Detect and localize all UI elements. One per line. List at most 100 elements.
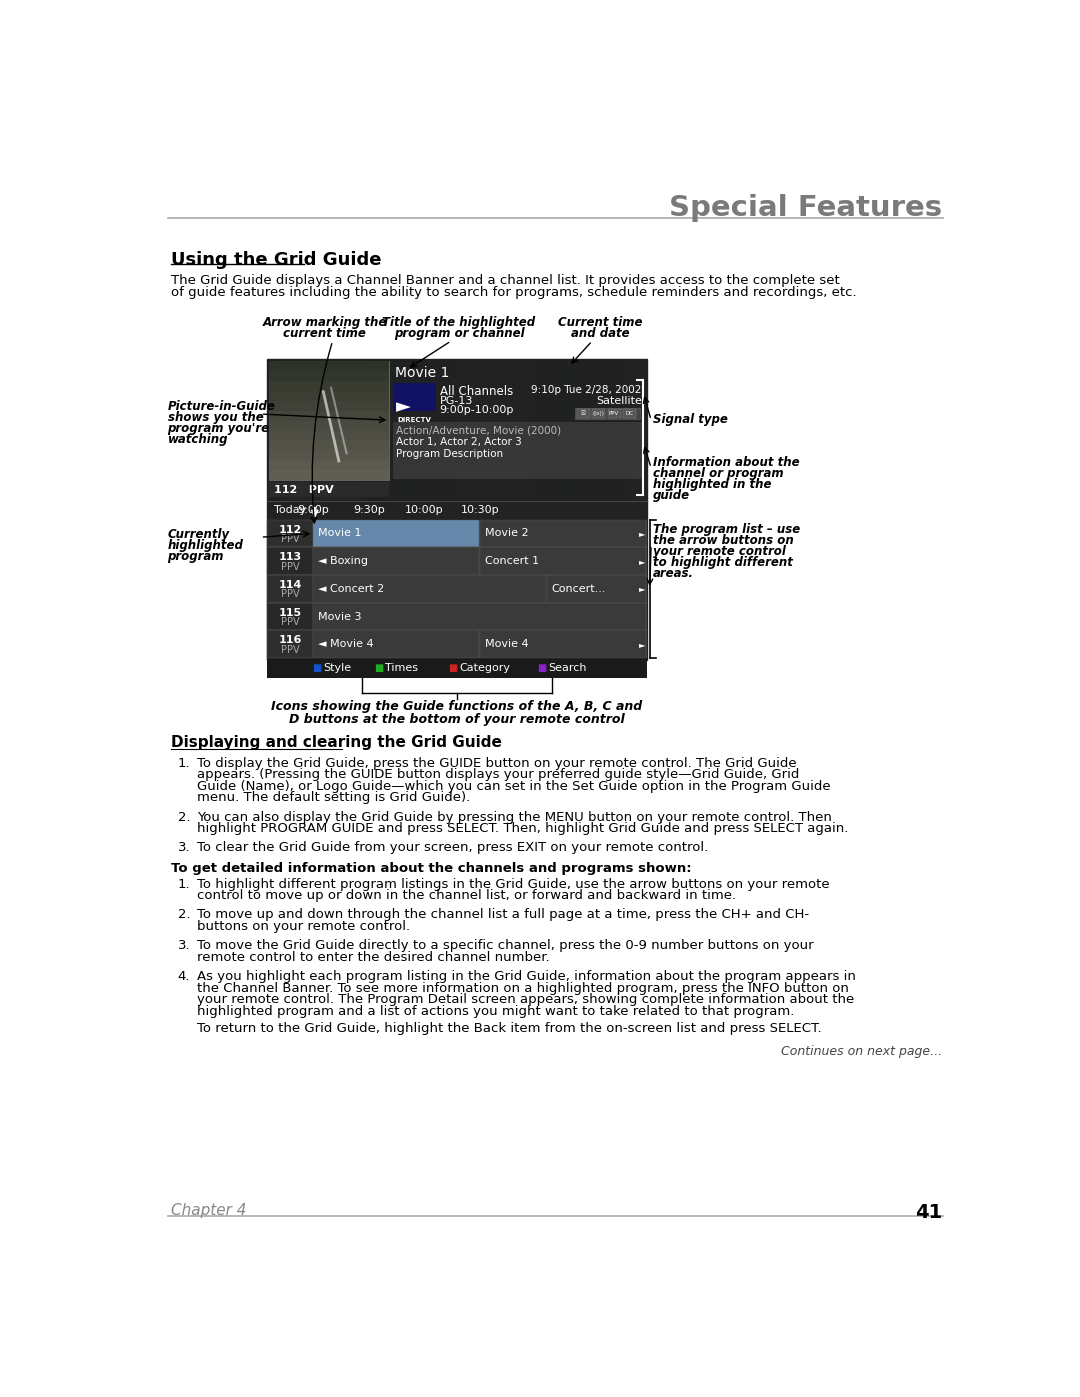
Text: Actor 1, Actor 2, Actor 3: Actor 1, Actor 2, Actor 3: [396, 437, 522, 447]
Text: current time: current time: [283, 327, 366, 339]
Text: Movie 3: Movie 3: [318, 612, 362, 622]
Text: Picture-in-Guide: Picture-in-Guide: [167, 400, 275, 414]
Bar: [627, 359, 647, 661]
Bar: [269, 391, 389, 401]
Text: Using the Grid Guide: Using the Grid Guide: [172, 251, 382, 268]
Text: 115: 115: [279, 608, 301, 617]
Bar: [532, 359, 552, 661]
Text: DC: DC: [625, 411, 634, 416]
Text: ►: ►: [638, 556, 645, 566]
Text: 116: 116: [279, 636, 301, 645]
Text: 2.: 2.: [177, 810, 190, 824]
Bar: [269, 440, 389, 450]
Text: watching: watching: [167, 433, 228, 446]
Text: channel or program: channel or program: [652, 467, 783, 481]
Text: your remote control. The Program Detail screen appears, showing complete informa: your remote control. The Program Detail …: [197, 993, 854, 1006]
Text: Currently: Currently: [167, 528, 230, 541]
Text: Concert 1: Concert 1: [485, 556, 539, 566]
Text: PG-13: PG-13: [440, 395, 473, 405]
Text: 41: 41: [916, 1203, 943, 1222]
Bar: [393, 422, 642, 479]
Text: To display the Grid Guide, press the GUIDE button on your remote control. The Gr: To display the Grid Guide, press the GUI…: [197, 757, 797, 770]
Bar: [267, 548, 313, 576]
Text: PPV: PPV: [281, 617, 299, 627]
Bar: [269, 370, 389, 381]
Text: To highlight different program listings in the Grid Guide, use the arrow buttons: To highlight different program listings …: [197, 877, 829, 890]
Text: ■: ■: [312, 664, 322, 673]
Text: 10:00p: 10:00p: [405, 506, 444, 515]
Text: Movie 2: Movie 2: [485, 528, 528, 538]
Bar: [419, 359, 437, 661]
Text: to highlight different: to highlight different: [652, 556, 793, 569]
Text: DIRECTV: DIRECTV: [397, 418, 431, 423]
Bar: [269, 430, 389, 440]
Text: To clear the Grid Guide from your screen, press EXIT on your remote control.: To clear the Grid Guide from your screen…: [197, 841, 708, 855]
Text: ◄ Movie 4: ◄ Movie 4: [318, 640, 374, 650]
Bar: [269, 461, 389, 471]
Bar: [475, 359, 495, 661]
Text: control to move up or down in the channel list, or forward and backward in time.: control to move up or down in the channe…: [197, 888, 737, 902]
Text: appears. (Pressing the GUIDE button displays your preferred guide style—Grid Gui: appears. (Pressing the GUIDE button disp…: [197, 768, 799, 781]
Text: 112   PPV: 112 PPV: [273, 485, 334, 495]
Bar: [305, 359, 324, 661]
Text: 112: 112: [279, 524, 301, 535]
Text: ■: ■: [375, 664, 383, 673]
Bar: [267, 359, 647, 661]
Text: shows you the: shows you the: [167, 411, 264, 423]
Text: Movie 1: Movie 1: [318, 528, 362, 538]
Text: 9:00p-10:00p: 9:00p-10:00p: [440, 405, 514, 415]
Text: Category: Category: [459, 664, 510, 673]
Text: Current time: Current time: [557, 316, 643, 330]
Text: PPV: PPV: [609, 411, 619, 416]
Bar: [577, 409, 590, 418]
Text: Signal type: Signal type: [652, 412, 728, 426]
Text: Icons showing the Guide functions of the A, B, C and: Icons showing the Guide functions of the…: [271, 700, 643, 714]
Bar: [269, 482, 389, 497]
Text: Movie 4: Movie 4: [485, 640, 528, 650]
Text: Movie 1: Movie 1: [395, 366, 449, 380]
Bar: [480, 520, 646, 548]
Bar: [269, 411, 389, 420]
Bar: [362, 359, 380, 661]
Text: highlighted: highlighted: [167, 539, 243, 552]
Text: To return to the Grid Guide, highlight the Back item from the on-screen list and: To return to the Grid Guide, highlight t…: [197, 1021, 822, 1035]
Text: menu. The default setting is Grid Guide).: menu. The default setting is Grid Guide)…: [197, 791, 470, 805]
Text: Displaying and clearing the Grid Guide: Displaying and clearing the Grid Guide: [172, 735, 502, 750]
Text: 1.: 1.: [177, 877, 190, 890]
Bar: [269, 420, 389, 430]
Text: PPV: PPV: [281, 534, 299, 543]
Text: Arrow marking the: Arrow marking the: [262, 316, 387, 330]
Text: 114: 114: [279, 580, 301, 590]
Bar: [400, 359, 419, 661]
Text: highlight PROGRAM GUIDE and press SELECT. Then, highlight Grid Guide and press S: highlight PROGRAM GUIDE and press SELECT…: [197, 823, 849, 835]
Text: 113: 113: [279, 552, 301, 562]
Text: Information about the: Information about the: [652, 457, 799, 469]
Bar: [267, 658, 647, 678]
Bar: [267, 359, 647, 661]
Text: Special Features: Special Features: [670, 194, 943, 222]
Bar: [267, 602, 313, 630]
Text: the Channel Banner. To see more information on a highlighted program, press the : the Channel Banner. To see more informat…: [197, 982, 849, 995]
Bar: [269, 401, 389, 411]
Bar: [570, 359, 590, 661]
Text: Style: Style: [323, 664, 351, 673]
Text: Concert...: Concert...: [551, 584, 606, 594]
Bar: [269, 381, 389, 391]
Bar: [313, 576, 545, 602]
Text: ►: ►: [638, 584, 645, 594]
Text: 9:10p Tue 2/28, 2002: 9:10p Tue 2/28, 2002: [531, 384, 642, 395]
Bar: [623, 409, 636, 418]
Text: 1.: 1.: [177, 757, 190, 770]
Text: Action/Adventure, Movie (2000): Action/Adventure, Movie (2000): [396, 426, 562, 436]
Bar: [313, 520, 480, 548]
Bar: [286, 359, 305, 661]
Text: 10:30p: 10:30p: [460, 506, 499, 515]
Text: ►: ►: [396, 397, 411, 416]
Text: ☒: ☒: [581, 411, 585, 416]
Text: ((o)): ((o)): [593, 411, 605, 416]
Bar: [592, 409, 606, 418]
Text: To get detailed information about the channels and programs shown:: To get detailed information about the ch…: [172, 862, 692, 875]
Bar: [267, 502, 647, 520]
Bar: [590, 359, 608, 661]
Text: 2.: 2.: [177, 908, 190, 922]
